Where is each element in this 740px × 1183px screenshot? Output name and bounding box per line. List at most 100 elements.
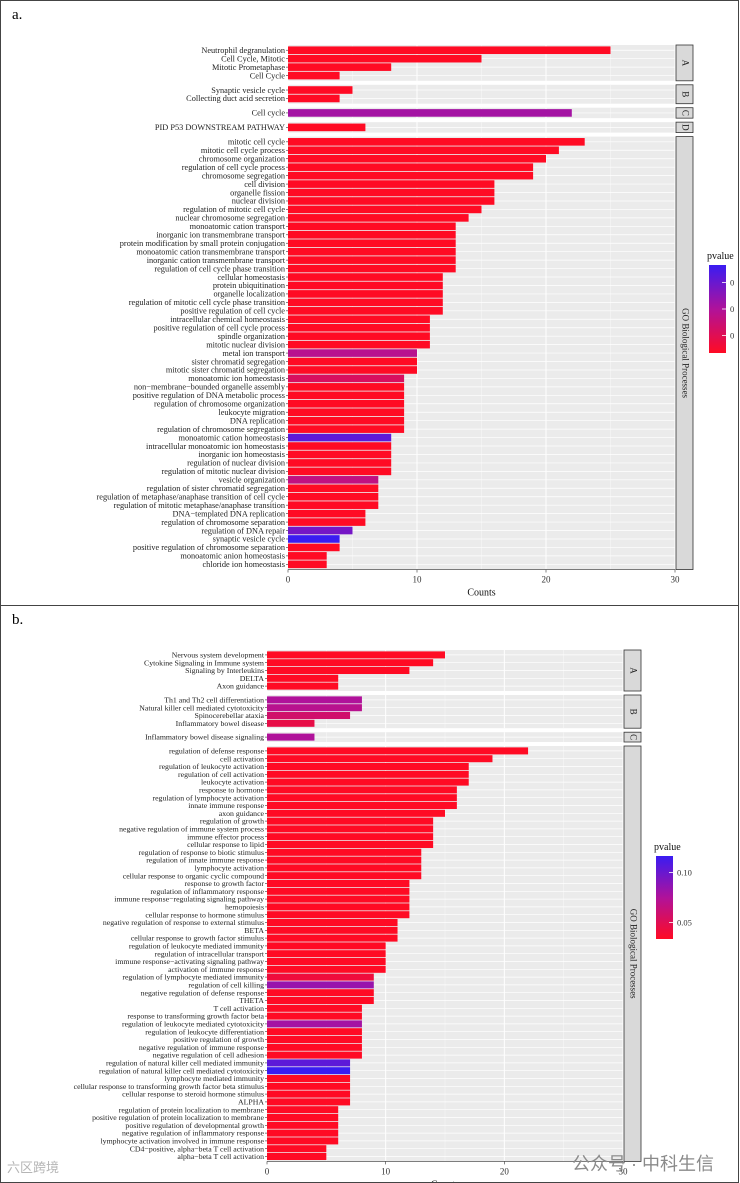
facet-strip-label: GO Biological Processes [680, 308, 690, 398]
bar-label: sister chromatid segregation [191, 357, 285, 366]
bar [288, 425, 405, 433]
bar [267, 957, 386, 966]
bar [288, 450, 392, 459]
bar [267, 1020, 362, 1028]
bar-label: Cell Cycle, Mitotic [221, 54, 285, 63]
bar-label: T cell activation [213, 1004, 264, 1013]
bar-label: immune response−activating signaling pat… [115, 957, 264, 966]
legend-title: pvalue [654, 842, 681, 853]
panel-a: a. Neutrophil degranulation Cell Cycle, M… [0, 0, 739, 606]
bar [288, 154, 546, 163]
bar-label: regulation of intracellular transport [155, 949, 265, 958]
bar [267, 825, 434, 833]
bar-label: mitotic cell cycle process [201, 146, 285, 155]
facet-strip [675, 136, 694, 570]
bar [288, 63, 392, 71]
bar-label: Cell Cycle [250, 71, 286, 80]
facet-panel: Inflammatory bowel disease signaling C [145, 731, 642, 743]
bar-label: axon guidance [219, 809, 265, 818]
bar-label: positive regulation of DNA metabolic pro… [133, 391, 285, 400]
bar-label: leukocyte activation [201, 778, 264, 787]
bar [288, 205, 482, 214]
bar [267, 1137, 339, 1145]
bar [288, 123, 366, 132]
bar-label: nuclear division [232, 197, 286, 206]
bar [267, 1035, 362, 1044]
bar [288, 366, 417, 374]
facet-strip-label: D [680, 124, 690, 131]
bar [267, 786, 457, 794]
bar-label: Inflammatory bowel disease signaling [145, 733, 264, 742]
bar [267, 1012, 362, 1020]
bar-label: Axon guidance [217, 682, 265, 691]
bar [288, 307, 443, 315]
bar-label: negative regulation of inflammatory resp… [122, 1129, 265, 1138]
bar-label: PID P53 DOWNSTREAM PATHWAY [155, 123, 285, 132]
bar-label: alpha−beta T cell activation [177, 1152, 264, 1161]
bar-label: organelle localization [214, 290, 286, 299]
x-tick-label: 10 [413, 575, 423, 585]
bar-label: regulation of chromosome segregation [157, 425, 286, 434]
legend-tick-label: 0 [730, 330, 734, 340]
bar-label: regulation of natural killer cell mediat… [99, 1066, 264, 1075]
bar [288, 492, 379, 501]
bar-label: organelle fission [230, 188, 286, 197]
facet-panel: Cell cycle C [252, 107, 694, 119]
bar [267, 674, 339, 682]
bar-label: regulation of chromosome organization [154, 400, 286, 409]
bar-label: chromosome organization [199, 154, 286, 163]
facet-strip [623, 745, 642, 1162]
bar [267, 711, 351, 720]
bar-label: response to transforming growth factor b… [127, 1012, 264, 1021]
bar-label: negative regulation of response to exter… [103, 918, 264, 927]
facet-panel: Th1 and Th2 cell differentiationNatural … [139, 694, 642, 729]
bar-label: metal ion transport [222, 349, 285, 358]
bar-label: regulation of leukocyte differentiation [145, 1027, 264, 1036]
facet-strip [675, 121, 694, 134]
bar-label: intracellular chemical homeostasis [170, 315, 285, 324]
bar [267, 864, 422, 872]
bar [267, 801, 457, 810]
bar [267, 747, 529, 755]
bar [288, 332, 430, 340]
bar [288, 298, 443, 307]
bar-label: regulation of protein localization to me… [119, 1105, 265, 1114]
bar-label: positive regulation of developmental gro… [125, 1121, 264, 1130]
bar-label: regulation of leukocyte mediated cytotox… [122, 1019, 264, 1028]
facet-strip-label: A [680, 60, 690, 67]
bar [267, 996, 374, 1005]
bar-label: cellular response to hormone stimulus [145, 910, 264, 919]
bar [288, 273, 443, 281]
bar-label: Th1 and Th2 cell differentiation [164, 695, 264, 704]
bar-label: mitotic nuclear division [206, 340, 286, 349]
x-tick-label: 30 [619, 1166, 629, 1176]
legend-colorbar [709, 265, 726, 353]
bar [288, 518, 366, 526]
bar [267, 817, 434, 825]
legend-title: pvalue [707, 251, 734, 262]
bar-label: positive regulation of cell cycle proces… [153, 323, 285, 332]
bar-label: mitotic cell cycle [228, 138, 285, 147]
bar-label: regulation of cell activation [178, 770, 264, 779]
bar [288, 86, 353, 94]
x-axis-label: Counts [431, 1179, 459, 1182]
bar-label: Neutrophil degranulation [201, 46, 285, 55]
watermark-left: 六区跨境 [7, 1160, 60, 1175]
bar-label: monoatomic cation homeostasis [179, 433, 285, 442]
bar-label: regulation of inflammatory response [150, 887, 264, 896]
bar [267, 1043, 362, 1051]
bar [288, 374, 405, 383]
facet-strip-label: A [628, 667, 638, 674]
bar-label: positive regulation of protein localizat… [92, 1113, 264, 1122]
bar-label: response to hormone [199, 785, 264, 794]
bar-label: DNA−templated DNA replication [172, 509, 285, 518]
bar-label: inorganic cation transmembrane transport [147, 256, 286, 265]
bar [288, 71, 340, 80]
x-tick-label: 0 [265, 1166, 270, 1176]
bar [288, 357, 417, 366]
bar [267, 1129, 339, 1137]
bar [288, 560, 327, 569]
bar-label: regulation of lymphocyte mediated immuni… [122, 973, 264, 982]
bar-label: ALPHA [238, 1097, 264, 1106]
